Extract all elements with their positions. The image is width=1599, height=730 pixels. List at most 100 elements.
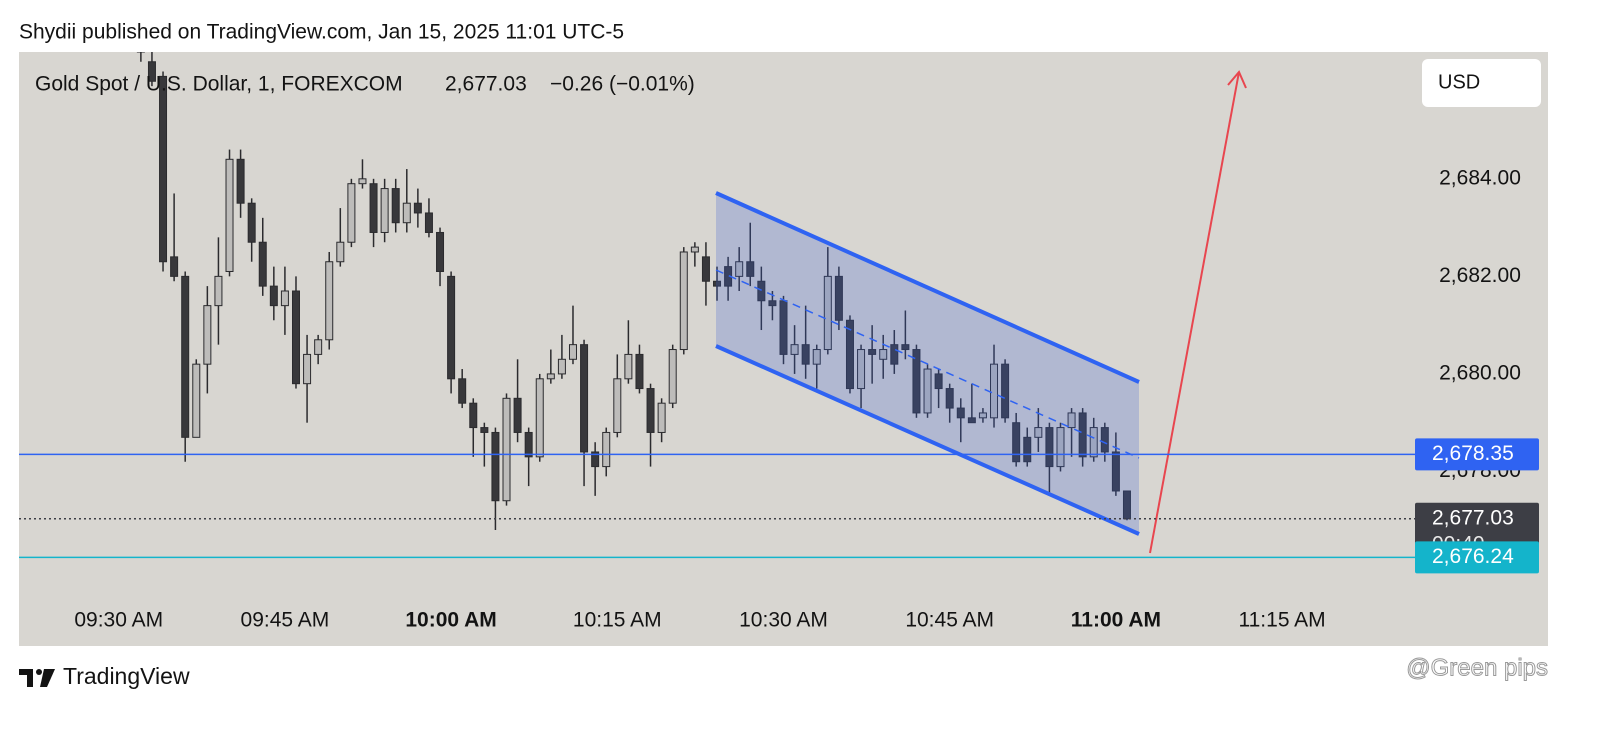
brand-name: TradingView xyxy=(63,663,190,689)
channel-upper xyxy=(715,191,1140,384)
arrow-head xyxy=(1227,70,1247,89)
logo-slash xyxy=(40,669,55,687)
candle-body xyxy=(214,275,223,307)
candle-body xyxy=(1023,436,1032,463)
candle-body xyxy=(679,251,688,351)
candle-body xyxy=(336,241,345,263)
candle-body xyxy=(613,378,622,433)
candle-body xyxy=(790,344,799,355)
currency-button[interactable] xyxy=(1422,59,1541,107)
logo-dot xyxy=(36,669,42,675)
candle-body xyxy=(258,241,267,287)
candle-body xyxy=(1111,451,1120,492)
x-tick-label: 09:30 AM xyxy=(74,609,163,632)
y-tick-label: 2,684.00 xyxy=(1439,166,1521,189)
x-tick-label: 10:30 AM xyxy=(739,609,828,632)
candle-body xyxy=(857,349,866,390)
x-tick-label: 10:15 AM xyxy=(573,609,662,632)
x-tick-label: 11:15 AM xyxy=(1239,609,1326,632)
candle-body xyxy=(469,402,478,429)
candle-body xyxy=(314,339,323,355)
candle-body xyxy=(746,261,755,277)
candle-body xyxy=(391,188,400,224)
x-tick-label: 11:00 AM xyxy=(1071,609,1161,632)
candle-body xyxy=(358,178,367,185)
candle-body xyxy=(967,417,976,424)
candle-body xyxy=(1034,427,1043,438)
candle-body xyxy=(956,407,965,419)
candle-body xyxy=(735,261,744,277)
candle-body xyxy=(690,246,699,253)
candle-body xyxy=(812,349,821,365)
publish-header: Shydii published on TradingView.com, Jan… xyxy=(19,21,624,44)
candle-body xyxy=(757,280,766,302)
candle-body xyxy=(380,188,389,233)
candle-body xyxy=(491,431,500,502)
candle-body xyxy=(413,202,422,214)
x-tick-label: 09:45 AM xyxy=(241,609,330,632)
candle-body xyxy=(458,378,467,404)
candles xyxy=(136,52,1131,531)
candle-body xyxy=(901,344,910,351)
arrow-shaft xyxy=(1149,71,1240,554)
candle-body xyxy=(159,75,168,263)
candle-body xyxy=(657,402,666,433)
candle-body xyxy=(834,275,843,321)
candle-body xyxy=(535,378,544,458)
candle-body xyxy=(646,388,655,433)
candle-body xyxy=(568,344,577,360)
candle-body xyxy=(1067,412,1076,429)
watermark: @Green pips xyxy=(1406,654,1548,681)
last-price: 2,677.03 xyxy=(445,73,527,96)
candle-body xyxy=(580,344,589,453)
price-badge-label: 2,676.24 xyxy=(1432,545,1514,568)
candle-body xyxy=(1078,412,1087,458)
candle-body xyxy=(347,183,356,243)
candle-body xyxy=(990,363,999,419)
candle-body xyxy=(1056,427,1065,468)
candle-body xyxy=(801,344,810,365)
x-tick-label: 10:45 AM xyxy=(905,609,994,632)
candle-body xyxy=(147,61,156,82)
candle-body xyxy=(701,256,710,282)
candle-body xyxy=(524,431,533,458)
currency-label[interactable]: USD xyxy=(1438,71,1480,93)
candle-body xyxy=(280,290,289,307)
candle-body xyxy=(291,290,300,385)
candle-body xyxy=(513,397,522,433)
candle-body xyxy=(1100,427,1109,453)
candle-body xyxy=(713,280,722,287)
channel-mid xyxy=(715,269,1140,459)
candle-body xyxy=(236,158,245,204)
candle-body xyxy=(269,285,278,307)
candle-body xyxy=(181,275,190,438)
candle-body xyxy=(546,373,555,380)
candle-body xyxy=(303,353,312,385)
candle-body xyxy=(192,363,201,438)
candle-body xyxy=(845,319,854,390)
candle-body xyxy=(136,52,145,53)
logo-mark xyxy=(19,669,33,687)
candle-body xyxy=(436,231,445,272)
candle-body xyxy=(502,397,511,502)
arrow-drawing xyxy=(1149,70,1247,554)
candle-body xyxy=(402,202,411,224)
channel-lower xyxy=(715,344,1140,536)
price-change: −0.26 (−0.01%) xyxy=(550,73,695,96)
candle-body xyxy=(635,353,644,390)
candle-body xyxy=(890,344,899,365)
candle-body xyxy=(668,349,677,404)
candle-body xyxy=(1122,490,1131,520)
channel-drawing xyxy=(715,191,1140,536)
candle-body xyxy=(557,358,566,375)
candle-body xyxy=(480,427,489,433)
candle-body xyxy=(923,368,932,414)
price-badge-label: 2,678.35 xyxy=(1432,442,1514,465)
price-badge xyxy=(1415,438,1539,471)
candle-body xyxy=(879,349,888,360)
candle-body xyxy=(945,388,954,409)
candle-body xyxy=(447,275,456,380)
y-tick-label: 2,682.00 xyxy=(1439,264,1521,287)
